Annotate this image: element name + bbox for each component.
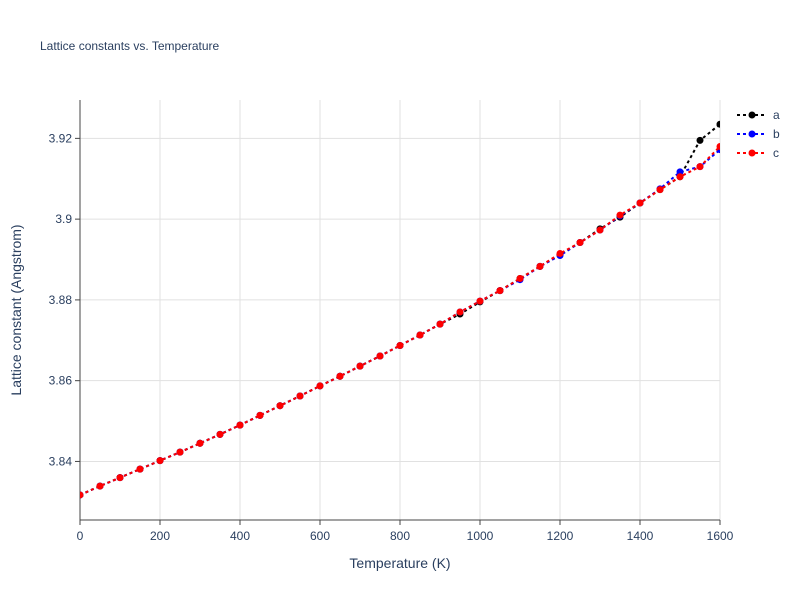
data-point-c [156, 457, 164, 465]
data-point-c [676, 173, 684, 181]
data-point-c [196, 439, 204, 447]
data-point-c [356, 362, 364, 370]
data-point-c [556, 249, 564, 257]
y-tick-label: 3.9 [55, 212, 72, 226]
x-tick-label: 200 [150, 529, 170, 543]
data-point-c [696, 163, 704, 171]
legend-item-c[interactable]: c [737, 146, 779, 160]
data-point-c [416, 331, 424, 339]
x-tick-label: 1200 [547, 529, 574, 543]
legend-swatch-marker [748, 130, 756, 138]
x-tick-label: 1600 [707, 529, 734, 543]
data-point-c [496, 287, 504, 295]
series-c [80, 142, 720, 499]
x-tick-label: 1400 [627, 529, 654, 543]
data-point-c [96, 482, 104, 490]
legend: abc [737, 108, 780, 160]
y-axis-ticks: 3.84 3.86 3.88 3.9 3.92 [49, 131, 80, 468]
legend-item-b[interactable]: b [737, 127, 780, 141]
data-point-c [596, 226, 604, 234]
data-point-c [456, 308, 464, 316]
data-point-c [236, 421, 244, 429]
data-point-c [656, 186, 664, 194]
data-point-c [636, 199, 644, 207]
legend-label: c [773, 146, 779, 160]
data-point-c [296, 392, 304, 400]
data-point-c [476, 297, 484, 305]
data-point-c [216, 430, 224, 438]
y-tick-label: 3.84 [49, 454, 73, 468]
data-point-c [716, 142, 720, 150]
series-line-c [80, 145, 720, 496]
data-point-c [516, 275, 524, 282]
legend-label: a [773, 108, 780, 122]
x-tick-label: 400 [230, 529, 250, 543]
legend-label: b [773, 127, 780, 141]
plot-area [80, 120, 720, 499]
grid [80, 100, 721, 520]
data-point-a [716, 120, 720, 128]
data-point-c [336, 372, 344, 380]
x-tick-label: 800 [390, 529, 410, 543]
data-point-c [316, 382, 324, 390]
data-point-c [616, 211, 624, 219]
y-tick-label: 3.86 [49, 374, 73, 388]
data-point-c [176, 448, 184, 456]
legend-item-a[interactable]: a [737, 108, 780, 122]
series-group [80, 120, 720, 499]
legend-swatch-marker [748, 111, 756, 119]
y-tick-label: 3.88 [49, 293, 73, 307]
data-point-c [276, 402, 284, 410]
data-point-c [256, 411, 264, 419]
data-point-c [376, 352, 384, 360]
data-point-c [576, 239, 584, 247]
data-point-c [116, 474, 124, 482]
data-point-c [536, 262, 544, 270]
x-tick-label: 0 [77, 529, 84, 543]
x-tick-label: 1000 [467, 529, 494, 543]
chart-title: Lattice constants vs. Temperature [40, 39, 220, 53]
data-point-c [396, 342, 404, 350]
x-axis-title: Temperature (K) [349, 555, 450, 571]
data-point-c [80, 491, 84, 499]
data-point-b [676, 168, 684, 176]
x-tick-label: 600 [310, 529, 330, 543]
y-tick-label: 3.92 [49, 131, 73, 145]
data-point-c [136, 465, 144, 473]
legend-swatch-marker [748, 149, 756, 157]
data-point-c [436, 320, 444, 328]
y-axis-title: Lattice constant (Angstrom) [8, 224, 24, 395]
data-point-a [696, 136, 704, 144]
x-axis-ticks: 0 200 400 600 800 1000 1200 1400 1600 [77, 520, 734, 543]
